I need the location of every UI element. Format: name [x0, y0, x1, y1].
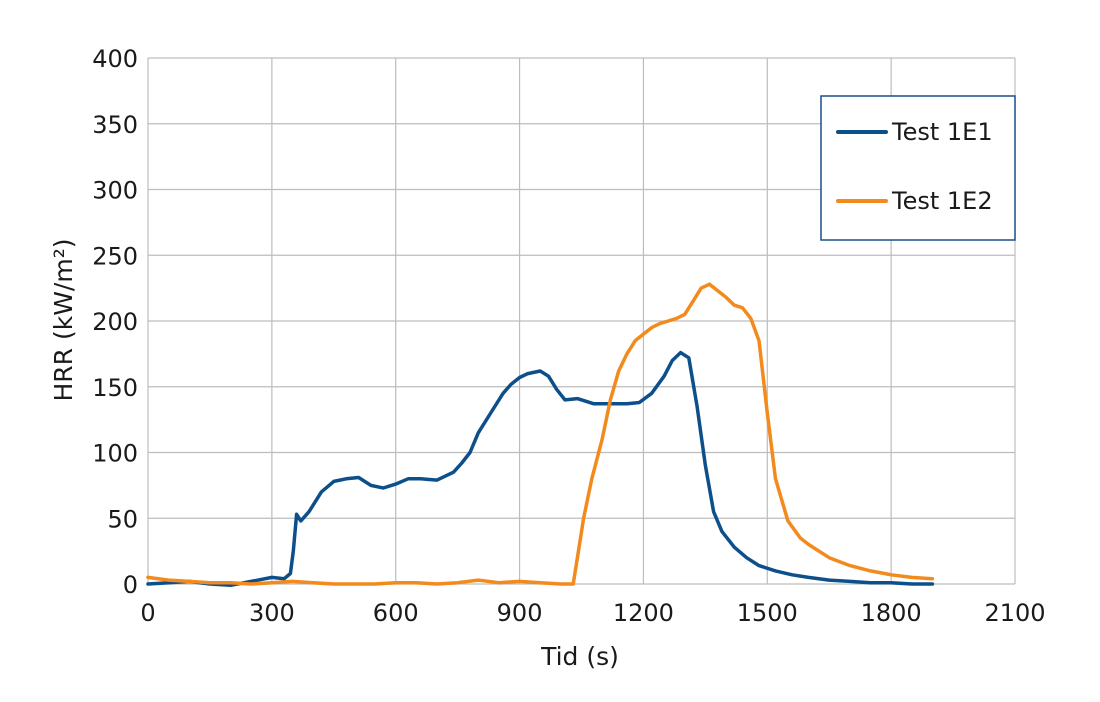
y-tick-label: 0: [123, 571, 138, 599]
x-tick-label: 0: [140, 599, 155, 627]
legend: Test 1E1 Test 1E2: [820, 95, 1016, 241]
y-tick-label: 50: [107, 505, 138, 533]
legend-label-test-1e1: Test 1E1: [891, 118, 993, 146]
x-tick-label: 300: [249, 599, 295, 627]
legend-box: [820, 95, 1016, 241]
y-tick-label: 100: [92, 440, 138, 468]
series-line-test-1e2: [146, 282, 935, 586]
y-tick-label: 200: [92, 308, 138, 336]
y-tick-label: 400: [92, 45, 138, 73]
x-axis-title: Tid (s): [540, 642, 619, 671]
x-tick-label: 1200: [613, 599, 674, 627]
x-tick-label: 600: [373, 599, 419, 627]
x-tick-label: 1800: [861, 599, 922, 627]
x-tick-label: 1500: [737, 599, 798, 627]
series-layer: [146, 282, 935, 588]
series-line-test-1e1: [146, 350, 935, 588]
y-tick-label: 300: [92, 177, 138, 205]
tick-label-layer: 0 300 600 900 1200 1500 1800 2100 0 50 100 150 200 25…: [92, 45, 1045, 627]
y-tick-label: 350: [92, 111, 138, 139]
x-tick-label: 900: [497, 599, 543, 627]
y-tick-label: 150: [92, 374, 138, 402]
y-tick-label: 250: [92, 242, 138, 270]
y-axis-title: HRR (kW/m²): [49, 239, 78, 402]
x-tick-label: 2100: [984, 599, 1045, 627]
grid-layer: [147, 57, 1016, 585]
legend-label-test-1e2: Test 1E2: [891, 187, 993, 215]
